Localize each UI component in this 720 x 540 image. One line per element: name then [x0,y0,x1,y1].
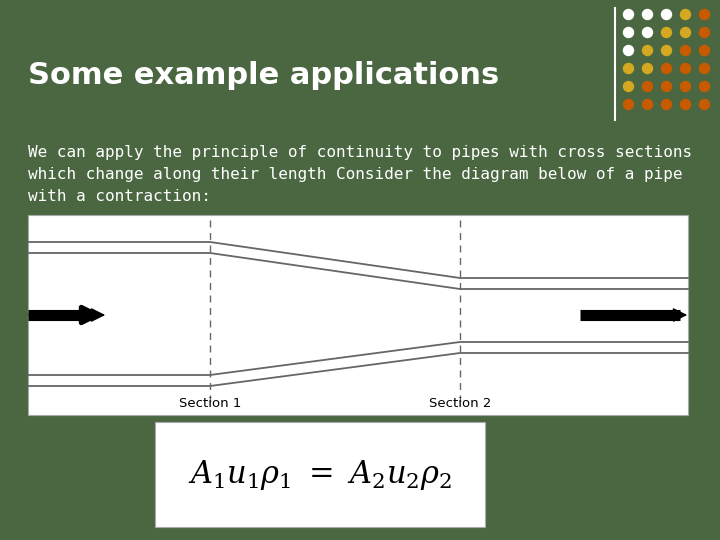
Point [698,28,710,36]
Point [679,100,690,109]
Point [679,82,690,90]
Text: We can apply the principle of continuity to pipes with cross sections
which chan: We can apply the principle of continuity… [28,145,692,205]
Point [679,28,690,36]
Point [622,10,634,18]
Point [642,28,653,36]
Point [660,82,672,90]
Text: Section 2: Section 2 [429,397,491,410]
Point [660,28,672,36]
Point [622,64,634,72]
Point [642,100,653,109]
Point [660,100,672,109]
Point [642,82,653,90]
Point [679,64,690,72]
Point [642,10,653,18]
Point [642,64,653,72]
Point [679,10,690,18]
Text: $A_1 u_1 \rho_1 \ = \ A_2 u_2 \rho_2$: $A_1 u_1 \rho_1 \ = \ A_2 u_2 \rho_2$ [188,457,452,491]
Point [698,100,710,109]
Point [622,46,634,55]
Bar [28,215,688,415]
Point [660,46,672,55]
Point [698,64,710,72]
Point [622,28,634,36]
Point [660,64,672,72]
Point [642,46,653,55]
Bar [155,422,485,527]
Point [698,82,710,90]
Point [622,100,634,109]
Point [660,10,672,18]
Point [622,82,634,90]
Point [698,10,710,18]
Point [698,46,710,55]
Text: Some example applications: Some example applications [28,60,499,90]
Point [679,46,690,55]
Text: Section 1: Section 1 [179,397,241,410]
